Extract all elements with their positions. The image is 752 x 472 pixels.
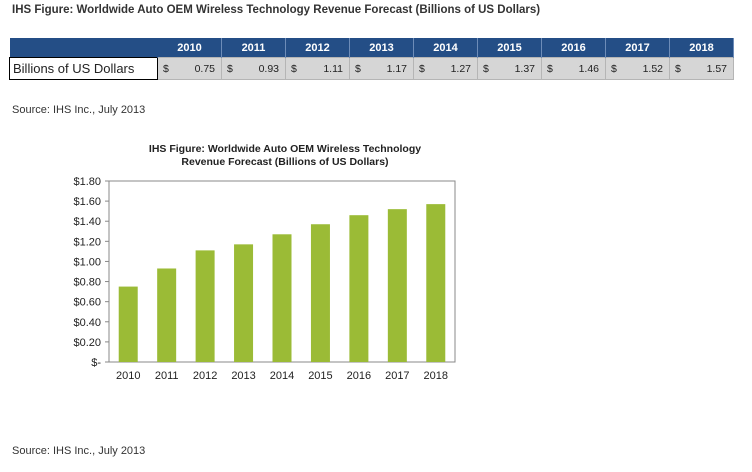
currency-symbol: $	[611, 62, 617, 75]
value-cell: $1.27	[413, 57, 478, 80]
y-tick-label: $0.20	[73, 337, 101, 349]
y-tick-label: $1.00	[73, 256, 101, 268]
bar	[426, 204, 446, 362]
value-amount: 0.93	[258, 62, 279, 75]
value-amount: 1.17	[386, 62, 407, 75]
bar	[157, 268, 177, 362]
currency-symbol: $	[163, 62, 169, 75]
value-cell: $1.57	[669, 57, 734, 80]
y-tick-label: $1.60	[73, 196, 101, 208]
value-cell: $1.52	[605, 57, 670, 80]
x-tick-label: 2015	[308, 370, 332, 382]
bar	[310, 224, 330, 362]
value-cell: $1.17	[349, 57, 414, 80]
value-cell: $1.11	[285, 57, 350, 80]
year-header: 2016	[541, 38, 606, 58]
x-tick-label: 2017	[385, 370, 409, 382]
year-header: 2018	[669, 38, 734, 58]
value-amount: 1.52	[642, 62, 663, 75]
x-tick-label: 2010	[116, 370, 140, 382]
year-header: 2012	[285, 38, 350, 58]
currency-symbol: $	[419, 62, 425, 75]
y-tick-label: $-	[91, 357, 101, 369]
bar	[195, 250, 215, 362]
bar	[272, 234, 292, 362]
forecast-table: 2010 2011 2012 2013 2014 2015 2016 2017 2018 Bil…	[9, 38, 734, 80]
value-amount: 1.27	[450, 62, 471, 75]
y-tick-label: $0.80	[73, 277, 101, 289]
table-header-row: 2010 2011 2012 2013 2014 2015 2016 2017 2018	[9, 38, 734, 58]
row-label: Billions of US Dollars	[9, 57, 158, 80]
value-amount: 1.57	[706, 62, 727, 75]
chart-title-line-2: Revenue Forecast (Billions of US Dollars…	[181, 156, 389, 168]
y-tick-label: $1.20	[73, 236, 101, 248]
value-amount: 1.46	[578, 62, 599, 75]
bar	[118, 286, 138, 362]
currency-symbol: $	[227, 62, 233, 75]
value-cell: $1.37	[477, 57, 542, 80]
bar	[349, 215, 369, 362]
year-header: 2017	[605, 38, 670, 58]
y-tick-label: $0.60	[73, 297, 101, 309]
year-header: 2015	[477, 38, 542, 58]
value-cell: $1.46	[541, 57, 606, 80]
page-title: IHS Figure: Worldwide Auto OEM Wireless …	[12, 4, 541, 16]
year-header: 2011	[221, 38, 286, 58]
table-header-blank	[9, 38, 158, 58]
y-tick-label: $0.40	[73, 317, 101, 329]
value-cell: $0.93	[221, 57, 286, 80]
y-tick-label: $1.40	[73, 216, 101, 228]
x-tick-label: 2011	[155, 370, 179, 382]
chart-title: IHS Figure: Worldwide Auto OEM Wireless …	[90, 143, 480, 169]
source-note-top: Source: IHS Inc., July 2013	[12, 104, 146, 116]
currency-symbol: $	[355, 62, 361, 75]
bar	[234, 244, 254, 362]
currency-symbol: $	[675, 62, 681, 75]
bar	[387, 209, 407, 362]
x-tick-label: 2016	[347, 370, 371, 382]
currency-symbol: $	[483, 62, 489, 75]
x-tick-label: 2018	[424, 370, 448, 382]
source-note-bottom: Source: IHS Inc., July 2013	[12, 445, 146, 457]
chart-title-line-1: IHS Figure: Worldwide Auto OEM Wireless …	[148, 143, 422, 155]
y-tick-label: $1.80	[73, 176, 101, 188]
year-header: 2014	[413, 38, 478, 58]
value-amount: 1.11	[323, 62, 343, 75]
currency-symbol: $	[291, 62, 297, 75]
value-amount: 1.37	[514, 62, 535, 75]
x-tick-label: 2012	[193, 370, 217, 382]
year-header: 2013	[349, 38, 414, 58]
value-amount: 0.75	[194, 62, 215, 75]
year-header: 2010	[157, 38, 222, 58]
x-tick-label: 2014	[270, 370, 294, 382]
value-cell: $0.75	[157, 57, 222, 80]
x-tick-label: 2013	[231, 370, 255, 382]
currency-symbol: $	[547, 62, 553, 75]
table-row: Billions of US Dollars $0.75 $0.93 $1.11 $1…	[9, 57, 734, 80]
